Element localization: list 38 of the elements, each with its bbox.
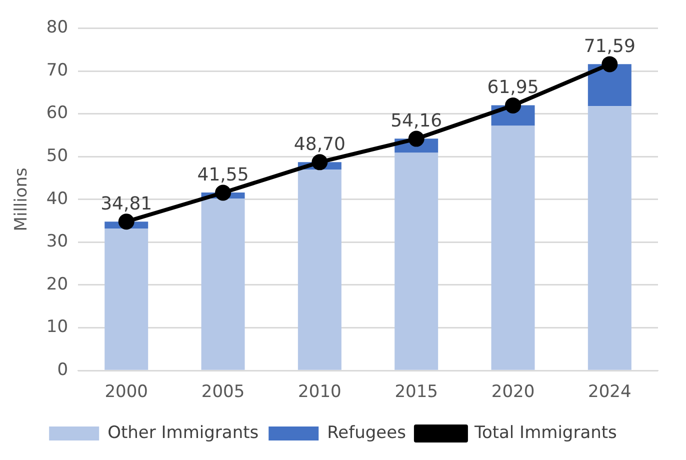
legend-label: Other Immigrants bbox=[108, 422, 259, 443]
y-tick-label: 0 bbox=[57, 360, 68, 380]
y-tick-label: 70 bbox=[46, 60, 68, 80]
bar bbox=[201, 198, 245, 370]
data-label: 61,95 bbox=[487, 77, 539, 98]
x-tick-label: 2010 bbox=[298, 382, 342, 402]
data-label: 34,81 bbox=[100, 193, 152, 214]
y-tick-label: 50 bbox=[46, 146, 68, 166]
legend-label: Refugees bbox=[327, 422, 406, 443]
point bbox=[118, 214, 134, 230]
y-tick-label: 30 bbox=[46, 232, 68, 252]
bar bbox=[588, 64, 632, 106]
data-label: 48,70 bbox=[294, 134, 346, 155]
y-tick-label: 20 bbox=[46, 274, 68, 294]
x-tick-label: 2000 bbox=[104, 382, 148, 402]
bar bbox=[104, 228, 148, 370]
point bbox=[312, 154, 328, 170]
y-tick-label: 10 bbox=[46, 317, 68, 338]
bar bbox=[298, 169, 342, 370]
point bbox=[505, 97, 522, 114]
y-tick-label: 60 bbox=[46, 103, 68, 124]
x-tick-label: 2024 bbox=[588, 382, 632, 402]
data-label: 41,55 bbox=[197, 164, 249, 186]
bar bbox=[491, 126, 535, 370]
point bbox=[408, 130, 424, 147]
x-tick-label: 2020 bbox=[491, 382, 535, 402]
x-tick-label: 2005 bbox=[201, 382, 245, 402]
point bbox=[602, 56, 618, 72]
data-label: 71,59 bbox=[584, 36, 636, 57]
y-axis-title: Millions bbox=[12, 167, 32, 232]
data-label: 54,16 bbox=[390, 110, 442, 132]
point bbox=[215, 184, 232, 201]
bar bbox=[394, 152, 438, 370]
bar bbox=[588, 106, 632, 370]
legend-label: Total Immigrants bbox=[473, 422, 618, 443]
y-tick-label: 80 bbox=[46, 18, 68, 38]
y-tick-label: 40 bbox=[46, 188, 68, 209]
x-tick-label: 2015 bbox=[394, 382, 438, 402]
